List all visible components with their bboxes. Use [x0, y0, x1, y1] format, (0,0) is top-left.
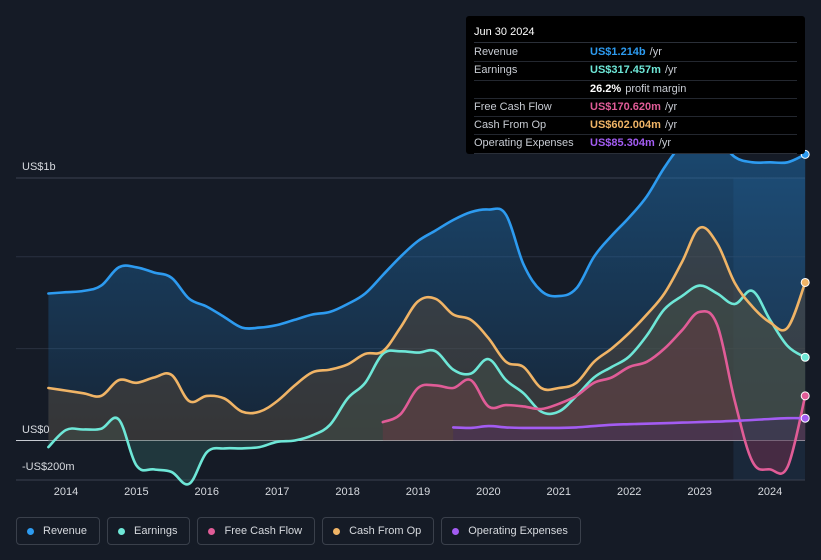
legend-label: Cash From Op: [349, 525, 422, 537]
x-tick-label: 2017: [265, 486, 289, 498]
tooltip-row-earnings: Earnings US$317.457m /yr: [474, 62, 797, 81]
x-axis-labels: 2014 2015 2016 2017 2018 2019 2020 2021 2022 2023…: [54, 486, 782, 498]
y-tick-label: -US$200m: [22, 461, 75, 473]
x-tick-label: 2019: [406, 486, 430, 498]
cash-from-op-line: [47, 225, 807, 415]
x-tick-label: 2024: [758, 486, 782, 498]
x-tick-label: 2020: [476, 486, 500, 498]
tooltip-row-profit-margin: 26.2% profit margin: [474, 81, 797, 99]
free-cash-flow-area: [382, 311, 806, 474]
legend-item-earnings[interactable]: Earnings: [107, 517, 191, 545]
legend-dot-icon: [452, 527, 460, 535]
free-cash-flow-line: [381, 309, 807, 475]
revenue-area: [48, 130, 806, 441]
tooltip-value: US$170.620m: [590, 100, 661, 113]
tooltip-value: US$602.004m: [590, 119, 661, 132]
tooltip-unit: /yr: [664, 119, 678, 132]
legend-dot-icon: [27, 527, 34, 535]
tooltip-unit: /yr: [664, 100, 678, 113]
y-tick-label: US$1b: [22, 161, 56, 173]
tooltip-label: Operating Expenses: [474, 137, 574, 150]
earnings-endpoint: [800, 352, 810, 362]
operating-expenses-endpoint: [800, 413, 810, 423]
tooltip-label: Free Cash Flow: [474, 100, 552, 113]
tooltip-row-operating-expenses: Operating Expenses US$85.304m /yr: [474, 135, 797, 154]
legend-dot-icon: [333, 527, 341, 535]
cash-from-op-endpoint: [800, 277, 810, 287]
y-axis-labels: US$1b US$0 -US$200m: [22, 161, 75, 473]
cash-from-op-area: [48, 227, 806, 441]
legend-label: Operating Expenses: [468, 525, 568, 537]
tooltip-label: [474, 81, 590, 98]
legend-item-cash-from-op[interactable]: Cash From Op: [322, 517, 435, 545]
tooltip-value: US$317.457m: [590, 64, 661, 77]
operating-expenses-area: [453, 418, 806, 441]
tooltip-row-cash-from-op: Cash From Op US$602.004m /yr: [474, 117, 797, 136]
series-areas: [48, 130, 806, 485]
tooltip-unit: profit margin: [625, 82, 687, 95]
legend-item-revenue[interactable]: Revenue: [16, 517, 101, 545]
tooltip-unit: /yr: [658, 137, 672, 150]
tooltip-label: Revenue: [474, 46, 519, 58]
legend-label: Revenue: [43, 525, 88, 537]
earnings-line: [47, 284, 807, 486]
tooltip-unit: /yr: [664, 64, 678, 77]
tooltip-label: Earnings: [474, 64, 518, 77]
x-tick-label: 2016: [195, 486, 219, 498]
tooltip-value: US$85.304m: [590, 137, 655, 150]
legend-item-operating-expenses[interactable]: Operating Expenses: [441, 517, 581, 545]
x-tick-label: 2021: [547, 486, 571, 498]
x-tick-label: 2018: [335, 486, 359, 498]
x-tick-label: 2015: [124, 486, 148, 498]
x-tick-label: 2022: [617, 486, 641, 498]
series-endpoints: [800, 149, 810, 423]
x-tick-label: 2023: [687, 486, 711, 498]
legend-dot-icon: [118, 527, 126, 535]
tooltip-date: Jun 30 2024: [474, 22, 797, 43]
legend-dot-icon: [208, 527, 216, 535]
y-tick-label: US$0: [22, 424, 50, 436]
legend-item-free-cash-flow[interactable]: Free Cash Flow: [197, 517, 316, 545]
legend: Revenue Earnings Free Cash Flow Cash Fro…: [16, 517, 581, 545]
tooltip-row-free-cash-flow: Free Cash Flow US$170.620m /yr: [474, 99, 797, 118]
legend-label: Earnings: [134, 525, 178, 537]
tooltip-value: 26.2%: [590, 82, 622, 95]
tooltip-unit: /yr: [649, 46, 662, 58]
legend-label: Free Cash Flow: [224, 525, 303, 537]
data-tooltip: Jun 30 2024 Revenue US$1.214b /yr Earnin…: [466, 16, 805, 154]
x-tick-label: 2014: [54, 486, 78, 498]
tooltip-label: Cash From Op: [474, 119, 547, 132]
free-cash-flow-endpoint: [800, 391, 810, 401]
tooltip-value: US$1.214b: [590, 46, 646, 58]
operating-expenses-line: [451, 416, 807, 430]
tooltip-row-revenue: Revenue US$1.214b /yr: [474, 44, 797, 63]
